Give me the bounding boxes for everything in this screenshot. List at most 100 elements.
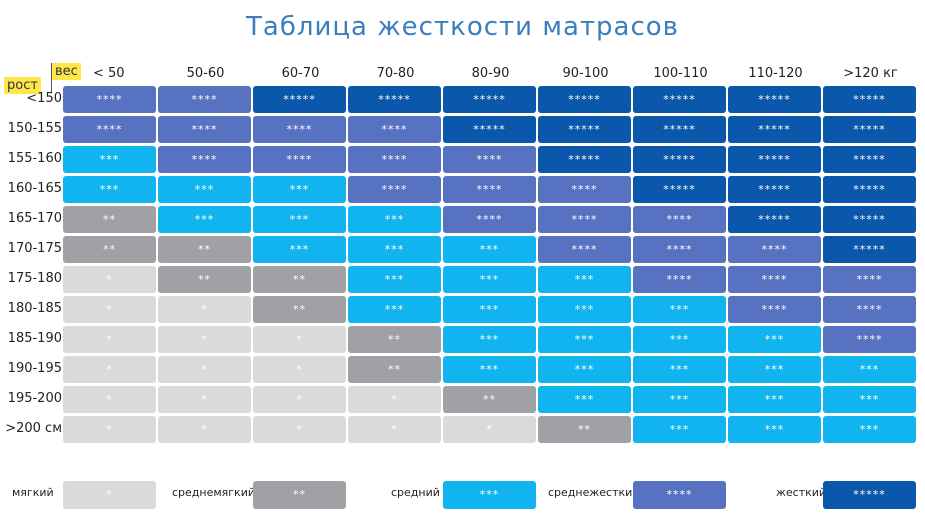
table-cell: ** <box>158 266 251 293</box>
table-cell: *** <box>158 176 251 203</box>
row-header: <150 <box>26 91 62 106</box>
table-cell: ***** <box>443 116 536 143</box>
table-cell: * <box>158 416 251 443</box>
table-cell: *** <box>348 296 441 323</box>
table-cell: **** <box>823 266 916 293</box>
table-cell: **** <box>633 236 726 263</box>
legend-swatch: * <box>63 481 156 509</box>
row-header: 195-200 <box>7 391 62 406</box>
table-cell: *** <box>253 176 346 203</box>
legend-swatch: *** <box>443 481 536 509</box>
table-cell: *** <box>348 236 441 263</box>
table-cell: ** <box>63 206 156 233</box>
row-header: 185-190 <box>7 331 62 346</box>
table-cell: *** <box>158 206 251 233</box>
row-header: 150-155 <box>7 121 62 136</box>
table-cell: ** <box>443 386 536 413</box>
legend-label: среднежесткий <box>548 486 640 499</box>
table-cell: * <box>158 326 251 353</box>
table-cell: **** <box>538 176 631 203</box>
table-cell: *** <box>633 296 726 323</box>
table-cell: **** <box>348 146 441 173</box>
table-cell: * <box>63 326 156 353</box>
table-cell: **** <box>348 116 441 143</box>
table-cell: ***** <box>823 116 916 143</box>
table-cell: ** <box>253 296 346 323</box>
table-cell: * <box>158 296 251 323</box>
table-cell: *** <box>728 386 821 413</box>
table-cell: *** <box>443 296 536 323</box>
table-cell: ***** <box>633 86 726 113</box>
legend-swatch: ***** <box>823 481 916 509</box>
table-cell: *** <box>538 296 631 323</box>
legend-swatch: **** <box>633 481 726 509</box>
column-header: 90-100 <box>562 66 609 81</box>
table-cell: **** <box>538 236 631 263</box>
table-cell: **** <box>158 116 251 143</box>
column-header: 70-80 <box>376 66 415 81</box>
corner-height-label: рост <box>4 77 41 94</box>
table-cell: ** <box>63 236 156 263</box>
row-header: 165-170 <box>7 211 62 226</box>
table-cell: **** <box>823 326 916 353</box>
column-header: >120 кг <box>843 66 898 81</box>
table-cell: *** <box>823 356 916 383</box>
table-cell: ***** <box>823 86 916 113</box>
table-cell: * <box>63 266 156 293</box>
table-cell: **** <box>63 86 156 113</box>
table-cell: * <box>158 386 251 413</box>
column-header: 60-70 <box>281 66 320 81</box>
table-cell: ***** <box>823 176 916 203</box>
table-cell: *** <box>728 416 821 443</box>
table-cell: * <box>63 356 156 383</box>
legend-label: среднемягкий <box>172 486 255 499</box>
table-cell: **** <box>633 266 726 293</box>
table-cell: ***** <box>348 86 441 113</box>
table-cell: *** <box>443 266 536 293</box>
page-title: Таблица жесткости матрасов <box>246 12 679 42</box>
table-cell: ***** <box>253 86 346 113</box>
row-header: 160-165 <box>7 181 62 196</box>
table-cell: **** <box>633 206 726 233</box>
table-cell: **** <box>443 176 536 203</box>
table-cell: *** <box>728 326 821 353</box>
table-cell: ** <box>348 356 441 383</box>
table-cell: *** <box>823 386 916 413</box>
table-cell: *** <box>253 236 346 263</box>
row-header: >200 см <box>5 421 62 436</box>
table-cell: **** <box>823 296 916 323</box>
column-header: < 50 <box>93 66 125 81</box>
column-header: 100-110 <box>653 66 708 81</box>
table-cell: **** <box>253 116 346 143</box>
table-cell: **** <box>348 176 441 203</box>
table-cell: **** <box>443 206 536 233</box>
table-cell: ***** <box>538 116 631 143</box>
table-cell: **** <box>443 146 536 173</box>
legend-label: жесткий <box>776 486 827 499</box>
table-cell: * <box>253 386 346 413</box>
column-header: 110-120 <box>748 66 803 81</box>
legend-swatch: ** <box>253 481 346 509</box>
table-cell: ***** <box>823 236 916 263</box>
table-cell: **** <box>158 146 251 173</box>
table-cell: *** <box>348 266 441 293</box>
table-cell: ***** <box>443 86 536 113</box>
table-cell: *** <box>633 356 726 383</box>
table-cell: **** <box>538 206 631 233</box>
table-cell: *** <box>538 266 631 293</box>
table-cell: ***** <box>728 206 821 233</box>
row-header: 155-160 <box>7 151 62 166</box>
table-cell: *** <box>633 326 726 353</box>
table-cell: **** <box>158 86 251 113</box>
table-cell: * <box>253 416 346 443</box>
table-cell: ***** <box>728 116 821 143</box>
table-cell: *** <box>348 206 441 233</box>
table-cell: ***** <box>633 176 726 203</box>
column-header: 50-60 <box>186 66 225 81</box>
table-cell: ** <box>348 326 441 353</box>
table-cell: *** <box>63 146 156 173</box>
legend-label: мягкий <box>12 486 54 499</box>
table-cell: *** <box>633 386 726 413</box>
table-cell: **** <box>728 266 821 293</box>
table-cell: ** <box>538 416 631 443</box>
